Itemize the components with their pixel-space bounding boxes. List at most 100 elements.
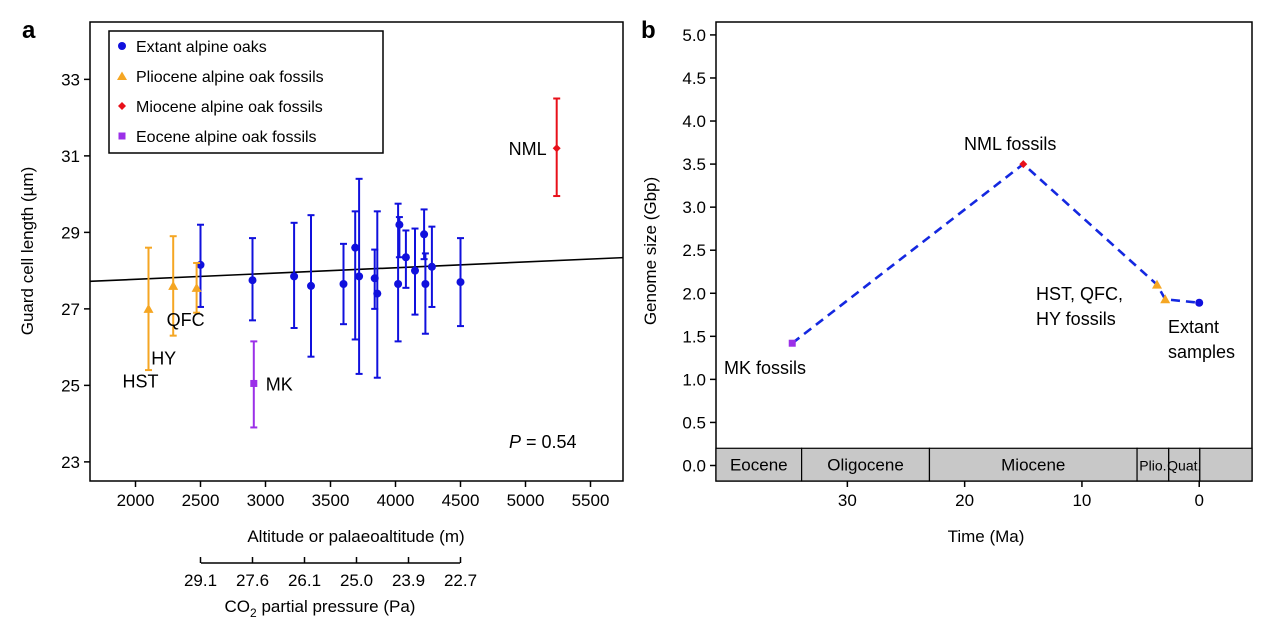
legend-marker-pliocene — [117, 71, 127, 80]
data-point — [248, 276, 257, 285]
annotation-pliocene-line-1: HST, QFC, — [1036, 284, 1123, 304]
co2-title-suffix: partial pressure (Pa) — [257, 597, 416, 616]
regression-line — [89, 256, 624, 283]
panel-b-x-axis-title: Time (Ma) — [948, 527, 1025, 546]
co2-axis-title: CO2 partial pressure (Pa) — [225, 597, 416, 620]
epoch-cell — [1199, 447, 1253, 482]
y-tick-label: 1.5 — [682, 327, 706, 346]
co2-axis-ticks: 29.1 27.6 26.1 25.0 23.9 22.7 — [184, 557, 477, 590]
data-point — [355, 272, 364, 281]
data-point — [401, 253, 410, 262]
y-tick-label: 3.0 — [682, 198, 706, 217]
x-tick-label: 5000 — [507, 491, 545, 510]
panel-a-y-ticks: 23 25 27 29 31 33 — [61, 70, 90, 472]
epoch-label: Plio. — [1139, 458, 1166, 474]
co2-tick-label: 22.7 — [444, 571, 477, 590]
panel-a-y-axis-title: Guard cell length (µm) — [18, 167, 37, 336]
p-value: P = 0.54 — [509, 432, 577, 452]
data-point — [394, 280, 403, 289]
co2-tick-label: 23.9 — [392, 571, 425, 590]
data-point — [290, 272, 299, 281]
data-point — [456, 278, 465, 287]
point-label: QFC — [167, 310, 205, 330]
y-tick-label: 4.0 — [682, 112, 706, 131]
data-point — [1195, 298, 1204, 307]
panel-a-frame — [89, 21, 624, 482]
y-tick-label: 4.5 — [682, 69, 706, 88]
panel-b-y-axis-title: Genome size (Gbp) — [641, 177, 660, 325]
y-tick-label: 3.5 — [682, 155, 706, 174]
epoch-label: Eocene — [730, 456, 788, 475]
annotation-extant-line-2: samples — [1168, 342, 1235, 362]
panel-b-label: b — [641, 17, 656, 44]
data-point — [143, 303, 154, 313]
panel-a-legend: Extant alpine oaks Pliocene alpine oak f… — [108, 30, 384, 154]
x-tick-label: 0 — [1194, 491, 1203, 510]
data-point — [395, 220, 404, 229]
legend-marker-miocene — [118, 102, 126, 110]
x-tick-label: 30 — [838, 491, 857, 510]
legend-box — [108, 30, 384, 154]
y-tick-label: 25 — [61, 376, 80, 395]
epoch-label: Oligocene — [827, 456, 904, 475]
epoch-cell — [1168, 447, 1201, 482]
x-tick-label: 4500 — [442, 491, 480, 510]
legend-label-extant: Extant alpine oaks — [136, 39, 267, 56]
co2-title-subscript: 2 — [250, 606, 257, 620]
data-point — [1160, 294, 1171, 304]
data-point — [420, 230, 429, 239]
epoch-band: Eocene Oligocene Miocene Plio. Quat. — [715, 447, 1253, 482]
point-label: MK — [266, 374, 293, 394]
x-tick-label: 2500 — [182, 491, 220, 510]
p-value-symbol: P — [509, 432, 521, 452]
data-point — [168, 280, 179, 290]
epoch-label: Quat. — [1167, 458, 1201, 474]
y-tick-label: 0.0 — [682, 456, 706, 475]
x-tick-label: 4000 — [377, 491, 415, 510]
x-tick-label: 3500 — [312, 491, 350, 510]
genome-size-line — [791, 162, 1200, 345]
data-point — [411, 266, 419, 275]
data-point — [1151, 279, 1162, 289]
panel-a-x-ticks: 2000 2500 3000 3500 4000 4500 5000 5500 — [117, 481, 610, 510]
legend-marker-eocene — [118, 132, 126, 140]
annotation-mk: MK fossils — [724, 358, 806, 378]
epoch-cell — [1136, 447, 1170, 482]
data-point — [339, 280, 348, 289]
epoch-cell — [715, 447, 803, 482]
epoch-label: Miocene — [1001, 456, 1065, 475]
co2-title-prefix: CO — [225, 597, 251, 616]
y-tick-label: 5.0 — [682, 26, 706, 45]
data-point — [552, 144, 561, 153]
y-tick-label: 0.5 — [682, 413, 706, 432]
co2-tick-label: 25.0 — [340, 571, 373, 590]
co2-tick-label: 27.6 — [236, 571, 269, 590]
data-point — [351, 243, 360, 252]
data-point — [191, 282, 202, 292]
legend-label-miocene: Miocene alpine oak fossils — [136, 99, 323, 116]
x-tick-label: 5500 — [572, 491, 610, 510]
annotation-pliocene-line-2: HY fossils — [1036, 309, 1116, 329]
panel-a-series — [143, 97, 561, 429]
co2-tick-label: 26.1 — [288, 571, 321, 590]
panel-b: b Eocene Oligocene Miocene Plio. Quat. 0.0 0.… — [641, 17, 1253, 546]
panel-a: a 23 25 27 29 31 33 2000 2500 3000 3500 4000 4500 5… — [18, 17, 624, 620]
y-tick-label: 2.5 — [682, 241, 706, 260]
y-tick-label: 31 — [61, 147, 80, 166]
legend-label-eocene: Eocene alpine oak fossils — [136, 129, 317, 146]
y-tick-label: 27 — [61, 300, 80, 319]
panel-b-frame — [715, 21, 1253, 482]
y-tick-label: 1.0 — [682, 370, 706, 389]
point-label: NML — [509, 139, 547, 159]
data-point — [421, 280, 430, 289]
y-tick-label: 23 — [61, 453, 80, 472]
point-label: HST — [123, 371, 159, 391]
p-value-number: = 0.54 — [521, 432, 577, 452]
data-point — [1019, 160, 1028, 169]
data-point — [427, 262, 436, 271]
data-point — [788, 339, 796, 347]
x-tick-label: 20 — [955, 491, 974, 510]
x-tick-label: 10 — [1072, 491, 1091, 510]
panel-a-label: a — [22, 17, 36, 44]
data-point — [373, 289, 382, 298]
